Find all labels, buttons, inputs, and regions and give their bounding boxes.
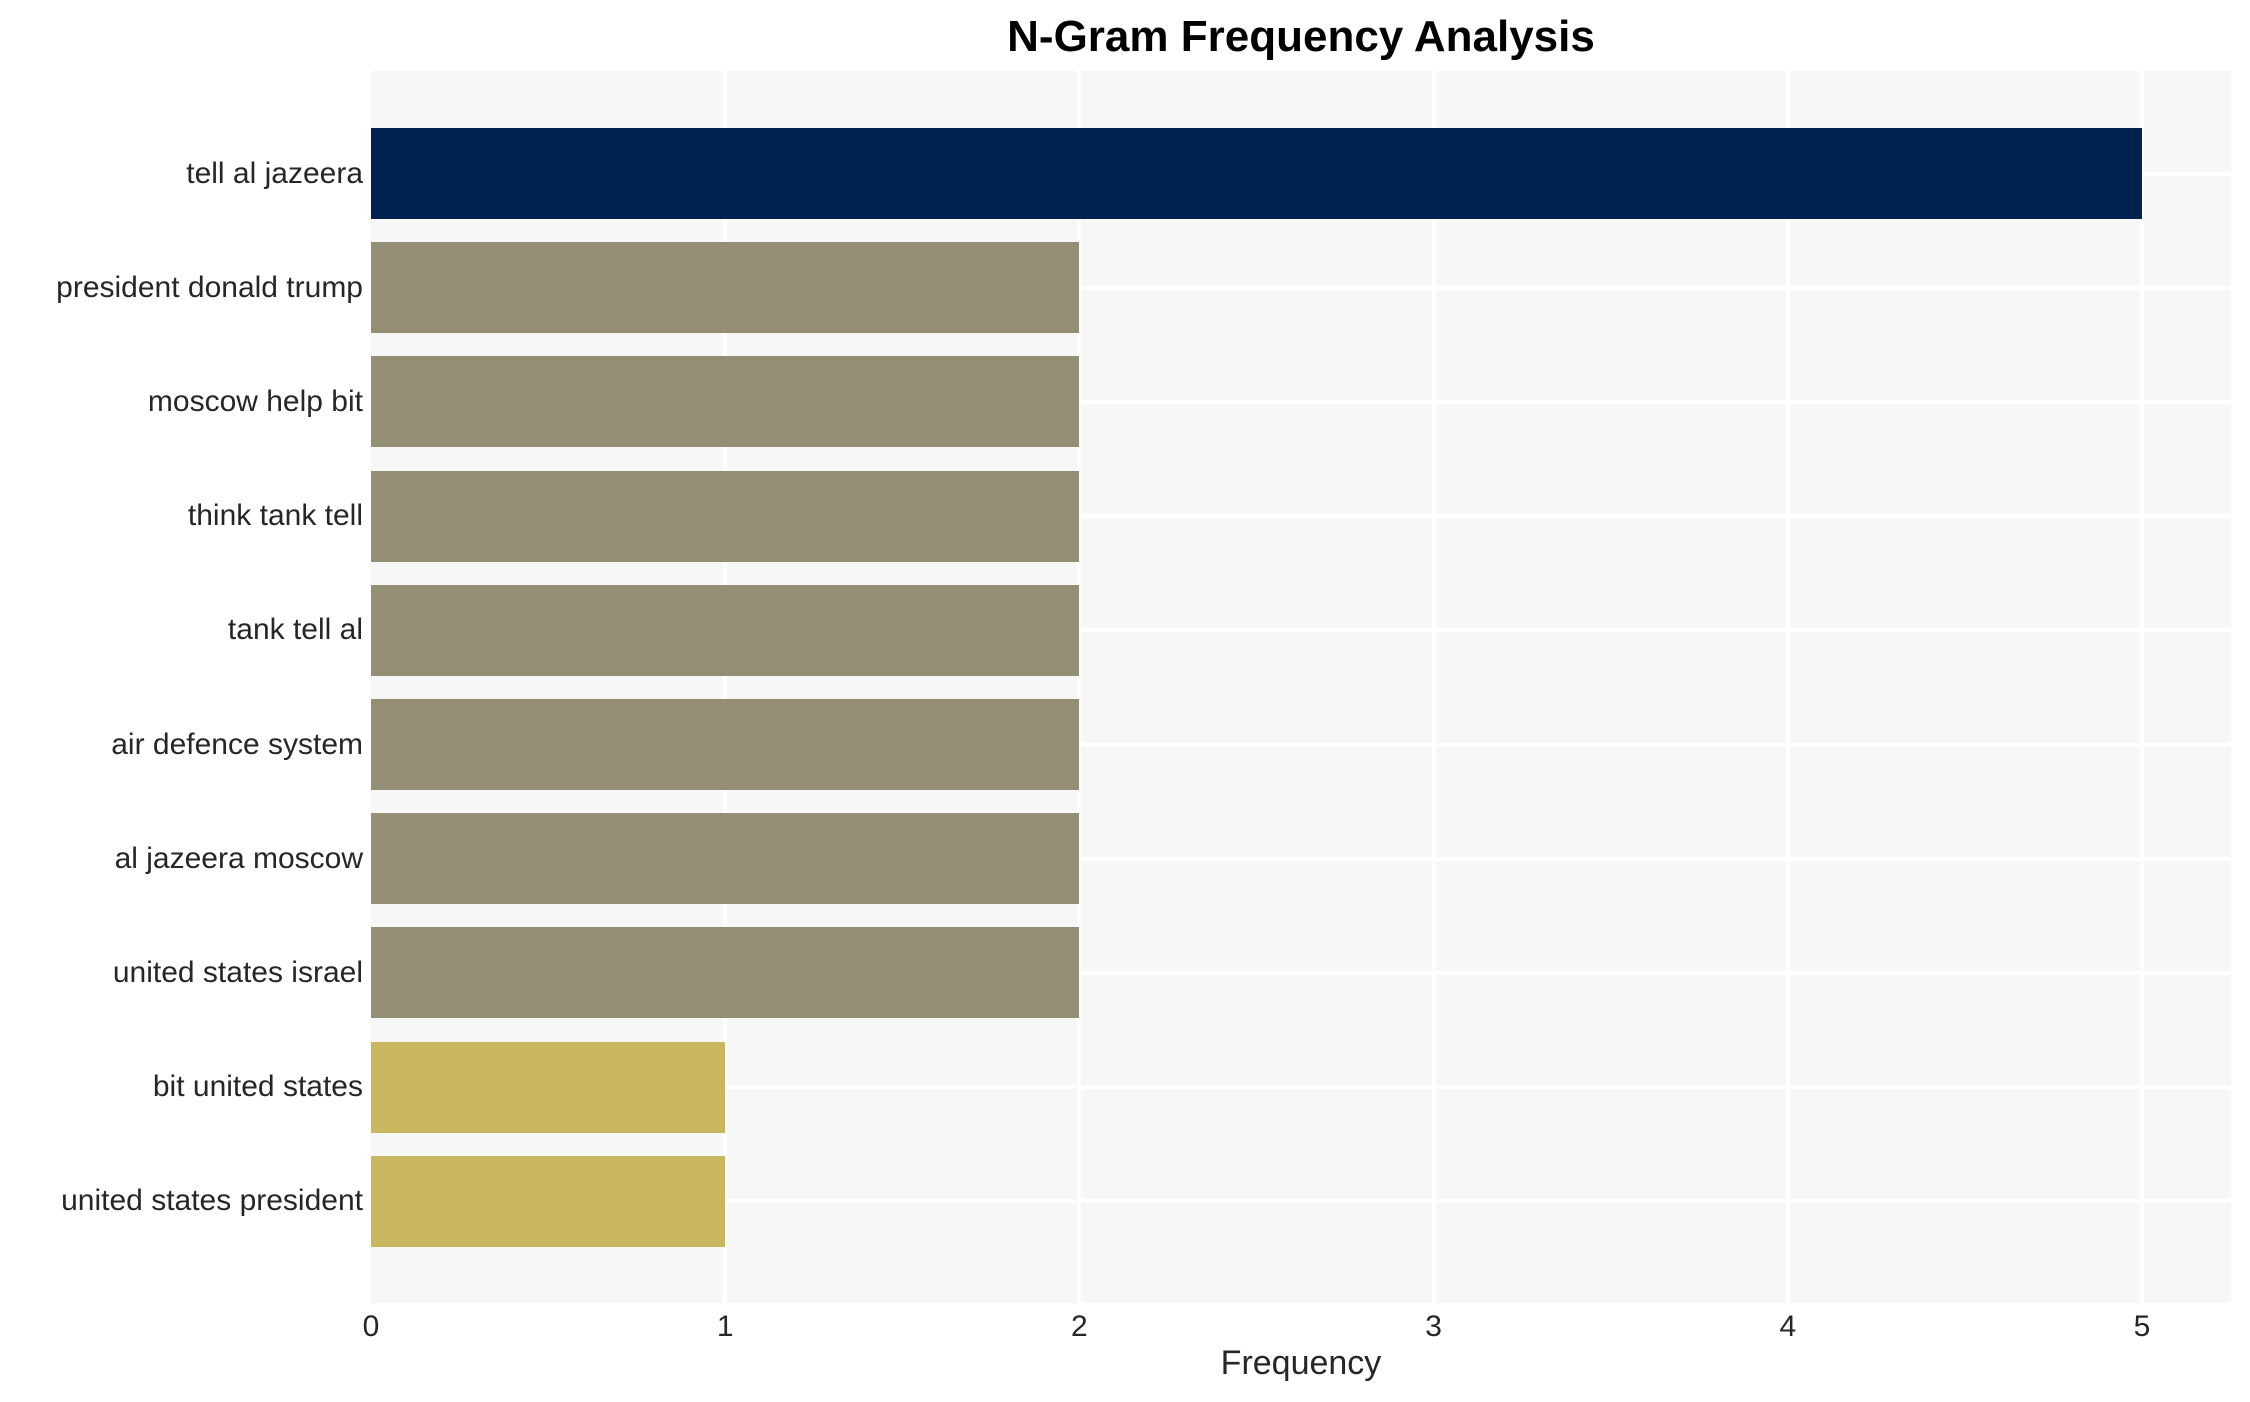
bar [371,1155,726,1247]
y-axis-label: tank tell al [227,613,363,647]
bar [371,470,1080,562]
bar [371,584,1080,676]
v-gridline [723,71,728,1303]
h-gridline [371,856,2231,861]
chart-title: N-Gram Frequency Analysis [1007,12,1595,61]
plot-area [371,71,2231,1303]
x-axis-tick-label: 1 [716,1310,734,1343]
y-axis-label: bit united states [152,1070,363,1104]
x-axis-tick-label: 3 [1425,1310,1442,1343]
bar [371,356,1080,448]
y-axis-label: moscow help bit [147,384,363,418]
bar [371,699,1080,790]
h-gridline [371,1085,2231,1090]
v-gridline [2140,71,2144,1303]
h-gridline [371,514,2231,519]
v-gridline [1077,71,1082,1303]
x-axis-tick-label: 4 [1779,1310,1797,1343]
bar [371,242,1080,334]
bar [371,128,2142,219]
y-axis-label: tell al jazeera [186,156,363,190]
h-gridline [371,1199,2231,1204]
y-axis-label: air defence system [111,727,363,761]
h-gridline [371,399,2231,404]
x-axis-title: Frequency [1220,1344,1382,1382]
v-gridline [1431,71,1436,1303]
bar [371,1041,726,1133]
bar [371,927,1080,1019]
x-axis-tick-label: 0 [362,1310,380,1343]
v-gridline [1785,71,1790,1303]
y-axis-label: united states israel [112,955,363,989]
y-axis-label: united states president [61,1184,363,1218]
x-axis-tick-label: 5 [2133,1310,2151,1343]
y-axis-label: president donald trump [56,270,363,304]
h-gridline [371,285,2231,290]
y-axis-label: al jazeera moscow [114,841,363,875]
x-axis-tick-label: 2 [1071,1310,1088,1343]
y-axis-label: think tank tell [187,499,363,533]
h-gridline [371,628,2231,633]
h-gridline [371,742,2231,747]
h-gridline [371,970,2231,975]
bar [371,813,1080,905]
